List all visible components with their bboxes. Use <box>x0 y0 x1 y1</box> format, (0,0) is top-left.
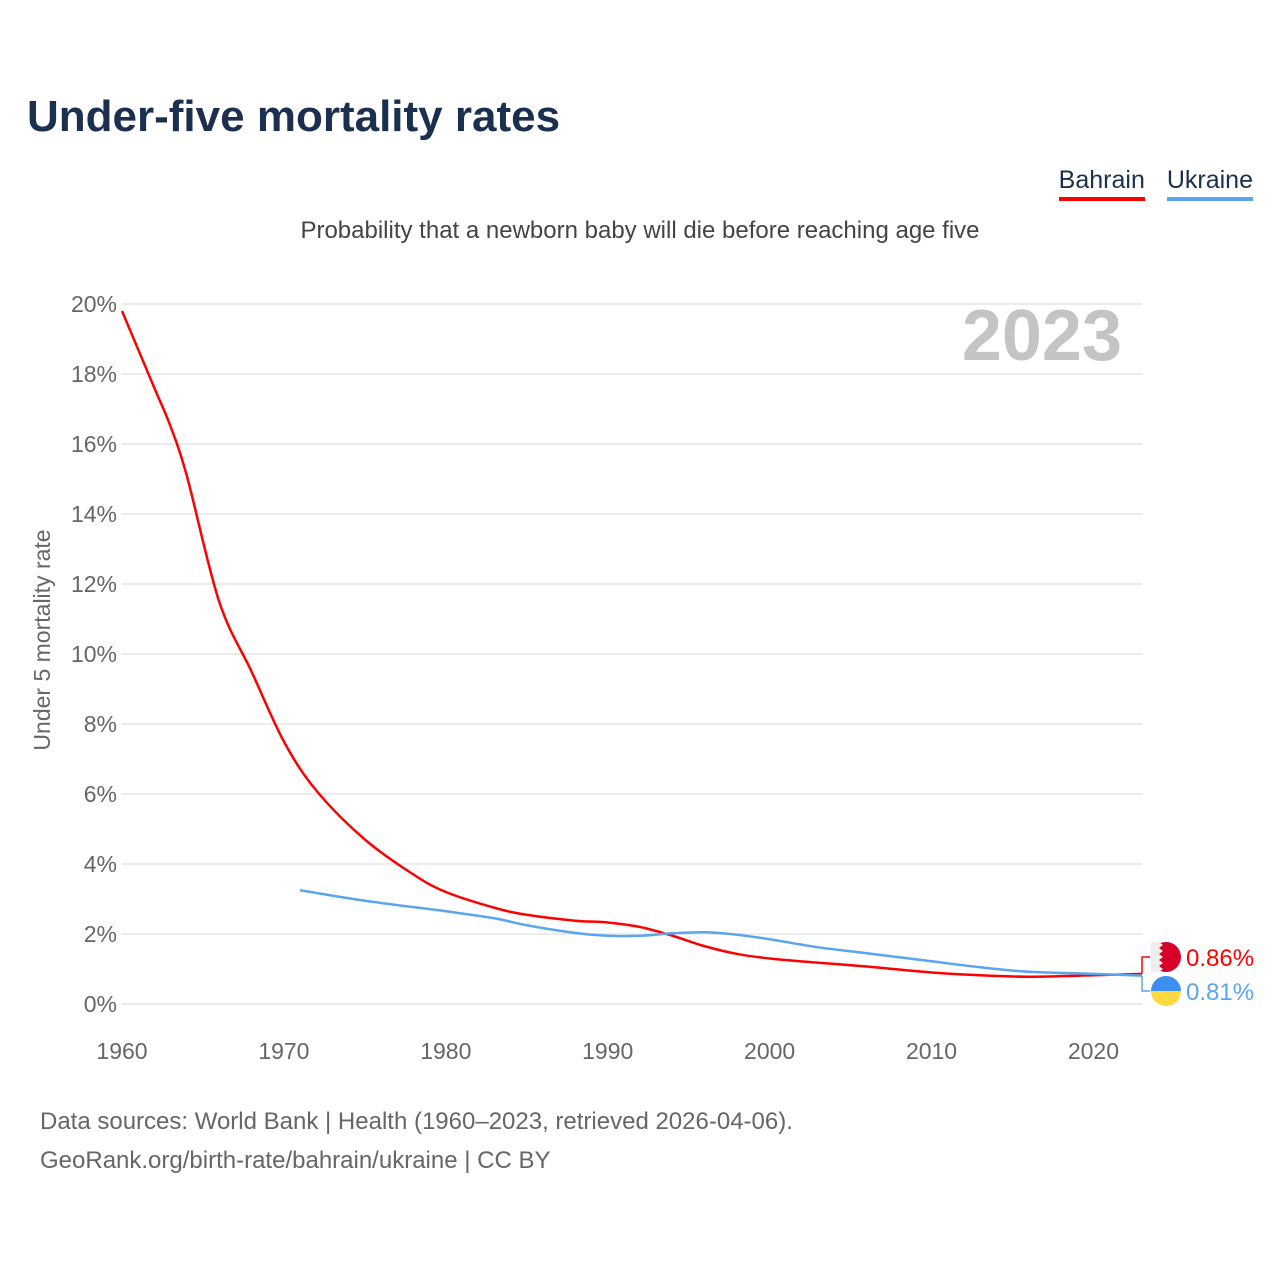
series-line-ukraine <box>299 889 1143 977</box>
year-label: 2023 <box>962 296 1122 376</box>
y-tick-label: 8% <box>84 711 117 737</box>
chart-subtitle: Probability that a newborn baby will die… <box>300 217 980 244</box>
legend-ukraine[interactable]: Ukraine <box>1166 166 1253 201</box>
end-value-label: 0.86% <box>1186 945 1254 972</box>
y-tick-label: 14% <box>71 501 117 527</box>
series-line-bahrain <box>120 310 1143 978</box>
end-connector <box>1141 956 1150 974</box>
y-tick-label: 16% <box>71 431 117 457</box>
y-tick-label: 6% <box>84 781 117 807</box>
end-value-label: 0.81% <box>1186 979 1254 1006</box>
x-tick-label: 2010 <box>906 1038 957 1064</box>
y-tick-label: 20% <box>71 291 117 317</box>
chart-title: Under-five mortality rates <box>27 92 561 141</box>
x-tick-label: 1980 <box>420 1038 471 1064</box>
y-tick-label: 10% <box>71 641 117 667</box>
ukraine-flag-icon <box>1151 976 1181 1006</box>
end-connector <box>1141 975 1150 992</box>
legend-bahrain[interactable]: Bahrain <box>1058 166 1145 201</box>
y-tick-label: 18% <box>71 361 117 387</box>
x-tick-label: 2020 <box>1068 1038 1119 1064</box>
y-tick-label: 2% <box>84 921 117 947</box>
y-tick-label: 4% <box>84 851 117 877</box>
x-tick-label: 2000 <box>744 1038 795 1064</box>
x-tick-label: 1960 <box>96 1038 147 1064</box>
x-tick-label: 1990 <box>582 1038 633 1064</box>
y-tick-label: 12% <box>71 571 117 597</box>
y-axis-label: Under 5 mortality rate <box>29 529 55 750</box>
footer-sources: Data sources: World Bank | Health (1960–… <box>40 1108 793 1135</box>
bahrain-flag-icon <box>1151 942 1181 972</box>
y-tick-label: 0% <box>84 991 117 1017</box>
footer-link[interactable]: GeoRank.org/birth-rate/bahrain/ukraine |… <box>40 1147 551 1174</box>
x-tick-label: 1970 <box>258 1038 309 1064</box>
legend: Bahrain Ukraine <box>1058 166 1253 201</box>
